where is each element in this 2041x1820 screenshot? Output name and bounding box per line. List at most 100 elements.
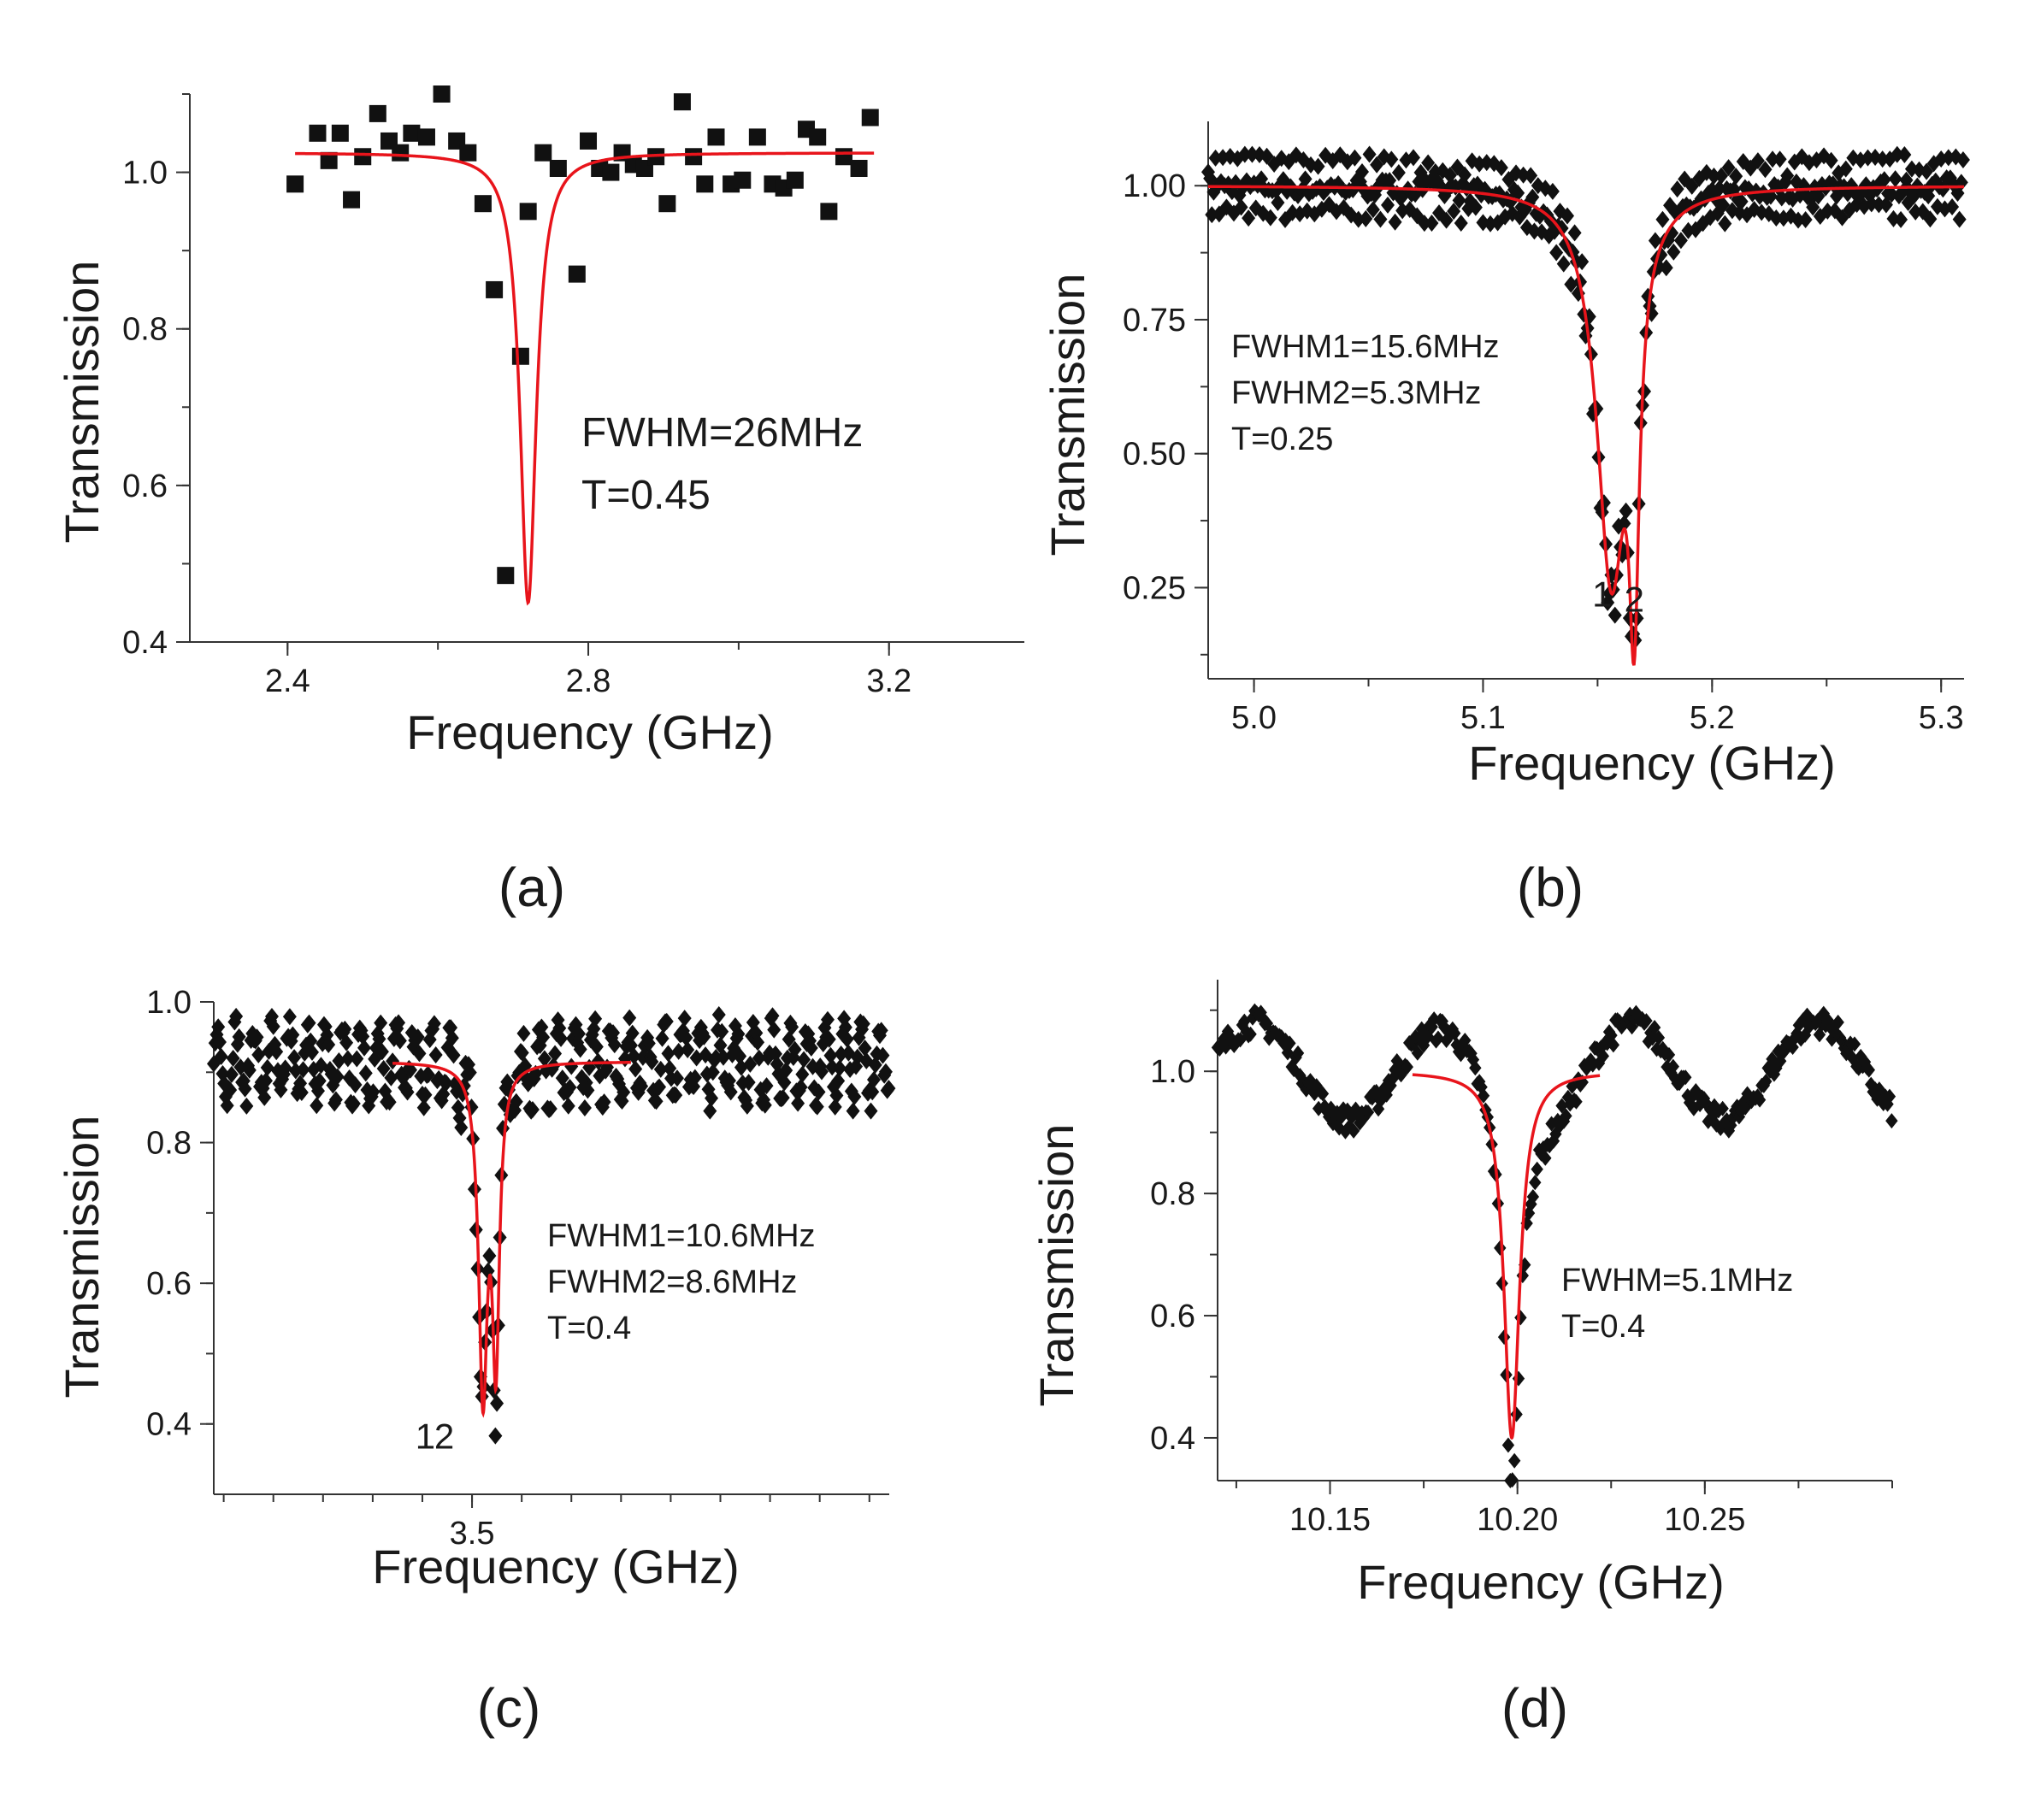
- data-point: [1386, 1070, 1400, 1087]
- data-point: [791, 1094, 805, 1112]
- data-point: [1824, 151, 1838, 169]
- data-point: [1495, 1275, 1508, 1292]
- data-point: [1877, 171, 1891, 189]
- data-point: [685, 148, 703, 166]
- data-point: [1564, 275, 1578, 293]
- data-point: [350, 1050, 364, 1068]
- data-point: [1619, 502, 1633, 520]
- data-point: [606, 1024, 621, 1042]
- data-point: [1333, 1120, 1346, 1136]
- data-point: [866, 1070, 881, 1088]
- data-point: [1780, 167, 1795, 185]
- data-point: [1920, 162, 1934, 180]
- panel-d-y-tick-label: 0.6: [1150, 1299, 1195, 1334]
- data-point: [741, 1074, 756, 1092]
- data-point: [1556, 255, 1571, 273]
- data-point: [338, 1020, 352, 1038]
- data-point: [1586, 1057, 1599, 1073]
- data-point: [1447, 203, 1461, 221]
- data-point: [697, 1028, 711, 1045]
- data-point: [876, 1046, 890, 1064]
- data-point: [1555, 1098, 1568, 1114]
- data-point: [1549, 244, 1564, 262]
- data-point: [1494, 159, 1508, 177]
- data-point: [260, 1058, 274, 1076]
- data-point: [1505, 204, 1519, 222]
- panel-a-annotation-1: FWHM=26MHz: [581, 410, 863, 456]
- panel-a-label: (a): [498, 857, 565, 918]
- panel-d-fit-curve: [1412, 1073, 1601, 1440]
- panel-b-x-tick-label: 5.0: [1231, 700, 1277, 736]
- panel-b-annotation-3: T=0.25: [1231, 421, 1333, 457]
- data-point: [459, 144, 477, 162]
- panel-a-x-tick-label: 2.8: [566, 663, 611, 699]
- data-point: [357, 1039, 372, 1057]
- data-point: [211, 1018, 226, 1036]
- data-point: [282, 1008, 297, 1026]
- data-point: [828, 1098, 842, 1116]
- data-point: [1388, 213, 1402, 231]
- data-point: [563, 1078, 577, 1096]
- data-point: [1607, 606, 1622, 624]
- data-point: [1623, 1006, 1637, 1022]
- plot-area-a: 2.4 2.8 3.2 0.4 0.6 0.8 1.0: [122, 85, 1024, 699]
- data-point: [516, 1024, 531, 1042]
- data-point: [509, 1093, 523, 1110]
- data-point: [238, 1080, 252, 1098]
- panel-a: 2.4 2.8 3.20.40.60.81.0 FWHM=26MHz T=0.45 …: [55, 85, 1024, 918]
- data-point: [1344, 206, 1359, 224]
- data-point: [1524, 167, 1538, 185]
- data-point: [723, 1083, 738, 1101]
- data-point: [304, 1032, 318, 1050]
- data-point: [223, 1081, 238, 1099]
- data-point: [1662, 1046, 1676, 1063]
- data-point: [1740, 206, 1755, 224]
- data-point: [305, 1043, 320, 1061]
- panel-a-x-tick-label: 3.2: [866, 663, 911, 699]
- data-point: [1329, 1112, 1342, 1128]
- data-point: [488, 1427, 503, 1445]
- data-point: [1792, 1017, 1806, 1034]
- data-point: [497, 567, 515, 585]
- data-point: [224, 1065, 239, 1083]
- data-point: [446, 1046, 461, 1064]
- data-point: [696, 175, 714, 193]
- data-point: [811, 1083, 826, 1101]
- data-point: [785, 1018, 799, 1036]
- data-point: [1283, 1035, 1296, 1051]
- data-point: [1734, 192, 1749, 210]
- panel-c-annotation-1: FWHM1=10.6MHz: [547, 1218, 816, 1254]
- panel-a-annotation-2: T=0.45: [581, 473, 711, 518]
- data-point: [369, 104, 386, 122]
- panel-a-y-tick-label: 0.4: [122, 625, 168, 661]
- panel-d-label: (d): [1501, 1677, 1568, 1739]
- data-point: [1525, 188, 1540, 206]
- data-point: [1655, 210, 1670, 228]
- data-point: [765, 1007, 780, 1025]
- data-point: [1234, 198, 1248, 216]
- data-point: [1421, 154, 1436, 172]
- data-point: [1551, 1112, 1564, 1128]
- data-point: [1652, 1029, 1666, 1045]
- panel-b-y-tick-label: 0.75: [1123, 303, 1186, 339]
- data-point: [1640, 1013, 1653, 1029]
- data-point: [410, 1028, 425, 1046]
- data-point: [239, 1097, 254, 1115]
- data-point: [868, 1056, 882, 1074]
- data-point: [519, 203, 537, 221]
- data-point: [1702, 1113, 1714, 1129]
- panel-a-y-tick-label: 1.0: [122, 156, 168, 191]
- data-point: [1769, 209, 1784, 227]
- panel-d: 10.15 10.20 10.250.40.60.81.0 FWHM=5.1MHz …: [1029, 980, 1898, 1739]
- data-point: [1560, 1108, 1572, 1124]
- data-point: [1448, 1025, 1461, 1041]
- data-point: [1721, 159, 1736, 177]
- data-point: [496, 1119, 510, 1137]
- data-point: [490, 1394, 504, 1412]
- data-point: [427, 1015, 441, 1033]
- data-point: [628, 1060, 643, 1078]
- data-point: [1246, 1010, 1259, 1026]
- data-point: [1554, 219, 1569, 237]
- data-point: [214, 1047, 228, 1065]
